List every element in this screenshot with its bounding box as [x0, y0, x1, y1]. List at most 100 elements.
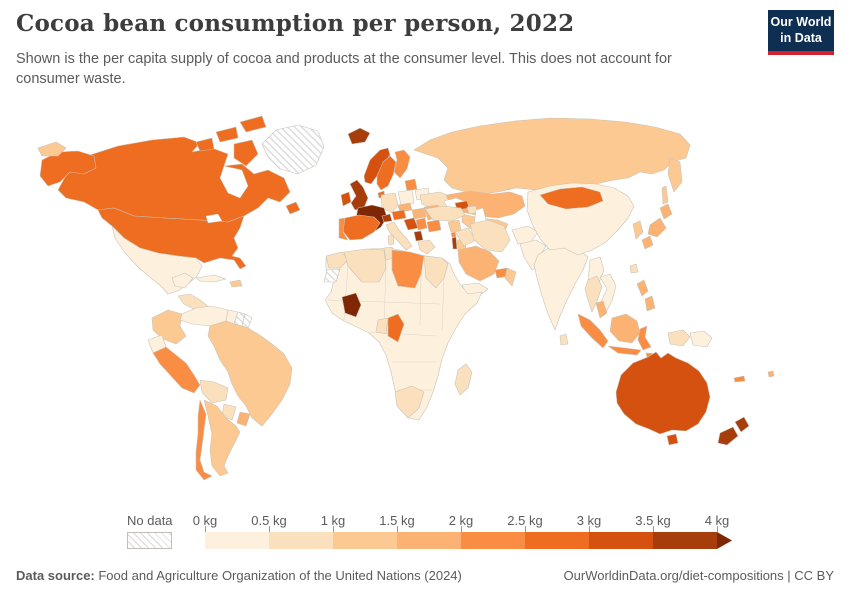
country-algeria[interactable]: [343, 248, 387, 283]
legend-bin-swatch[interactable]: [397, 532, 461, 549]
country-south-korea[interactable]: [632, 220, 644, 240]
country-argentina[interactable]: [203, 399, 241, 477]
chart-subtitle: Shown is the per capita supply of cocoa …: [16, 51, 672, 87]
region-south-america: [147, 305, 293, 481]
country-mexico-yucatan[interactable]: [171, 272, 194, 289]
country-turkey[interactable]: [424, 205, 466, 222]
country-greece[interactable]: [417, 239, 436, 255]
country-taiwan[interactable]: [629, 263, 639, 274]
country-chile[interactable]: [195, 399, 213, 481]
legend-bin-swatch[interactable]: [333, 532, 397, 549]
country-afghanistan[interactable]: [511, 225, 539, 245]
country-baltic-states[interactable]: [404, 178, 418, 192]
country-italy-sardinia[interactable]: [387, 234, 395, 246]
country-new-caledonia[interactable]: [733, 375, 746, 383]
country-fiji[interactable]: [767, 370, 775, 378]
country-austria[interactable]: [391, 209, 407, 221]
country-albania[interactable]: [413, 230, 424, 242]
legend-no-data-label: No data: [127, 513, 173, 528]
country-iran[interactable]: [469, 219, 511, 253]
country-spain[interactable]: [341, 214, 381, 241]
map-legend: No data 0 kg 0.5 kg 1 kg 1.5 kg 2 kg 2.5…: [0, 512, 850, 556]
country-portugal[interactable]: [338, 217, 349, 241]
country-poland[interactable]: [397, 189, 415, 206]
country-greenland-nodata[interactable]: [261, 124, 325, 175]
country-indonesia-java[interactable]: [607, 345, 642, 356]
country-bulgaria[interactable]: [426, 219, 442, 233]
country-cuba[interactable]: [195, 274, 227, 283]
country-usa-alaska[interactable]: [39, 150, 97, 187]
country-finland[interactable]: [393, 149, 411, 179]
country-thailand[interactable]: [584, 275, 603, 313]
legend-bin-swatch[interactable]: [589, 532, 653, 549]
country-switzerland[interactable]: [381, 213, 393, 223]
country-serbia[interactable]: [415, 217, 428, 231]
country-russia-kamchatka[interactable]: [667, 157, 683, 193]
country-japan-hokkaido[interactable]: [659, 203, 673, 220]
country-papua-new-guinea[interactable]: [689, 330, 713, 348]
country-philippines-mindanao[interactable]: [644, 295, 656, 312]
country-saudi-arabia[interactable]: [457, 245, 500, 282]
country-bolivia[interactable]: [199, 379, 229, 404]
country-japan-honshu[interactable]: [647, 217, 667, 238]
country-south-africa[interactable]: [394, 385, 425, 419]
country-canada-arctic-island[interactable]: [215, 126, 239, 143]
legend-tick: [205, 526, 206, 532]
owid-url-link[interactable]: OurWorldinData.org/diet-compositions | C…: [563, 568, 834, 583]
country-cote-divoire[interactable]: [341, 292, 362, 318]
country-new-zealand-north[interactable]: [734, 416, 750, 433]
legend-bin-swatch[interactable]: [653, 532, 717, 549]
country-indonesia-sulawesi[interactable]: [637, 325, 652, 351]
country-russia-sakhalin[interactable]: [661, 185, 669, 205]
country-indonesia-papua[interactable]: [667, 329, 691, 347]
country-malaysia-peninsula[interactable]: [595, 300, 608, 319]
country-canada-arctic-island[interactable]: [239, 115, 267, 133]
country-united-kingdom[interactable]: [349, 179, 369, 211]
country-paraguay[interactable]: [221, 403, 237, 421]
country-australia[interactable]: [615, 351, 711, 435]
country-congo[interactable]: [387, 313, 405, 343]
country-libya[interactable]: [391, 249, 425, 289]
country-new-zealand-south[interactable]: [717, 426, 739, 446]
country-iceland[interactable]: [347, 127, 371, 145]
country-gabon[interactable]: [375, 317, 389, 335]
country-russia-chukotka[interactable]: [37, 141, 67, 157]
legend-bin-swatch[interactable]: [525, 532, 589, 549]
legend-bin-swatch[interactable]: [205, 532, 269, 549]
country-madagascar[interactable]: [454, 363, 473, 396]
world-map[interactable]: [0, 100, 850, 505]
country-australia-tasmania[interactable]: [666, 433, 679, 446]
country-russia[interactable]: [413, 117, 691, 195]
country-uruguay[interactable]: [236, 411, 251, 427]
country-canada-baffin[interactable]: [233, 139, 259, 167]
country-peru[interactable]: [152, 346, 201, 394]
country-sri-lanka[interactable]: [559, 333, 569, 346]
country-mongolia[interactable]: [539, 186, 604, 210]
country-sweden[interactable]: [376, 155, 397, 191]
country-ireland[interactable]: [340, 191, 352, 207]
country-hungary[interactable]: [411, 207, 427, 220]
country-philippines-luzon[interactable]: [636, 279, 649, 297]
legend-bin-swatch[interactable]: [461, 532, 525, 549]
country-israel[interactable]: [451, 236, 458, 250]
legend-arrow-swatch[interactable]: [717, 532, 732, 549]
country-morocco[interactable]: [325, 251, 349, 269]
country-brazil[interactable]: [207, 320, 293, 427]
country-japan-kyushu[interactable]: [641, 235, 654, 250]
country-hispaniola[interactable]: [229, 279, 243, 288]
country-western-sahara-nodata[interactable]: [323, 268, 341, 283]
country-germany[interactable]: [380, 192, 399, 214]
country-canada-arctic-island[interactable]: [195, 137, 215, 152]
country-malaysia-borneo[interactable]: [609, 313, 641, 344]
country-syria[interactable]: [447, 219, 462, 233]
owid-logo[interactable]: Our World in Data: [768, 10, 834, 55]
data-source-note: Data source: Food and Agriculture Organi…: [16, 568, 462, 583]
country-oman[interactable]: [504, 267, 517, 287]
country-indonesia-sumatra[interactable]: [577, 313, 609, 349]
hudson-bay: [219, 165, 249, 199]
legend-no-data-swatch[interactable]: [127, 532, 172, 549]
region-africa: [323, 246, 483, 421]
legend-bin-swatch[interactable]: [269, 532, 333, 549]
country-egypt[interactable]: [423, 255, 449, 289]
country-canada-newfoundland[interactable]: [285, 201, 301, 215]
